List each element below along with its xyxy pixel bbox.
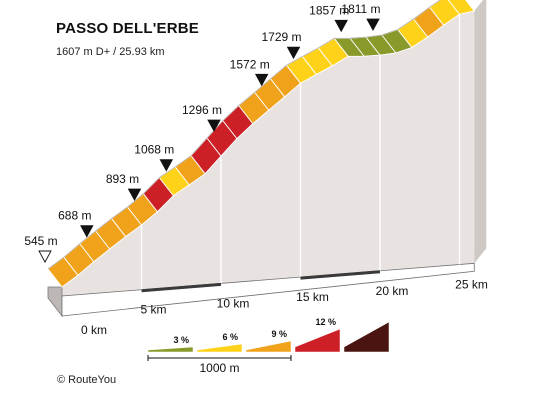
waypoint-label: 1729 m (261, 30, 301, 44)
waypoint-label: 1857 m (309, 3, 349, 17)
waypoint-marker (159, 159, 174, 172)
waypoint-label: 545 m (24, 234, 57, 248)
profile-wall-group (47, 0, 487, 318)
legend-label: 6 % (222, 332, 238, 342)
waypoint-label: 1068 m (134, 143, 174, 157)
waypoint-label: 1296 m (182, 103, 222, 117)
ribbon-back-edge (47, 0, 441, 270)
gradient-segment (447, 0, 476, 15)
profile-front-wall (62, 11, 475, 296)
waypoint-label: 1811 m (341, 2, 380, 16)
legend-swatch (294, 328, 341, 353)
legend-swatch (196, 343, 243, 353)
legend-swatch (245, 340, 292, 353)
waypoint-marker (127, 188, 142, 201)
waypoint-label: 893 m (106, 172, 139, 186)
waypoint-marker (80, 225, 94, 238)
gradient-ribbon-group (47, 0, 476, 288)
legend-label: 9 % (271, 329, 287, 339)
waypoint-marker (366, 18, 380, 32)
x-tick-label: 0 km (81, 323, 107, 337)
waypoint-marker (254, 73, 269, 87)
waypoint-marker (38, 250, 52, 263)
x-tick-label: 5 km (140, 303, 166, 317)
x-tick-group: 0 km 5 km 10 km 15 km 20 km 25 km (81, 278, 488, 338)
legend-swatch (343, 321, 390, 353)
legend-swatch (147, 346, 194, 353)
waypoint-label: 1572 m (230, 57, 270, 71)
waypoint-marker (207, 119, 221, 132)
legend-label: 12 % (315, 317, 336, 327)
profile-end-wall (474, 0, 487, 264)
legend-label: 3 % (173, 335, 189, 345)
waypoint-label: 688 m (58, 209, 91, 223)
waypoint-marker (286, 46, 301, 60)
gradient-legend-group: 3 % 6 % 9 % 12 % 1000 m (147, 317, 390, 375)
x-tick-label: 20 km (376, 284, 409, 298)
routeyou-credit: © RouteYou (57, 374, 117, 386)
x-tick-label: 25 km (455, 278, 488, 292)
x-tick-label: 15 km (296, 290, 329, 304)
gradient-segment (428, 0, 461, 26)
profile-start-face (47, 286, 63, 318)
chart-subtitle: 1607 m D+ / 25.93 km (56, 46, 165, 58)
chart-title: PASSO DELL'ERBE (56, 20, 199, 37)
km-base-segment (141, 282, 222, 293)
km-grid-group (140, 14, 461, 293)
scale-bar-label: 1000 m (199, 361, 239, 375)
x-tick-label: 10 km (217, 296, 250, 310)
profile-base-strip (61, 262, 475, 317)
waypoint-marker (334, 19, 348, 33)
km-base-segment (300, 270, 381, 280)
